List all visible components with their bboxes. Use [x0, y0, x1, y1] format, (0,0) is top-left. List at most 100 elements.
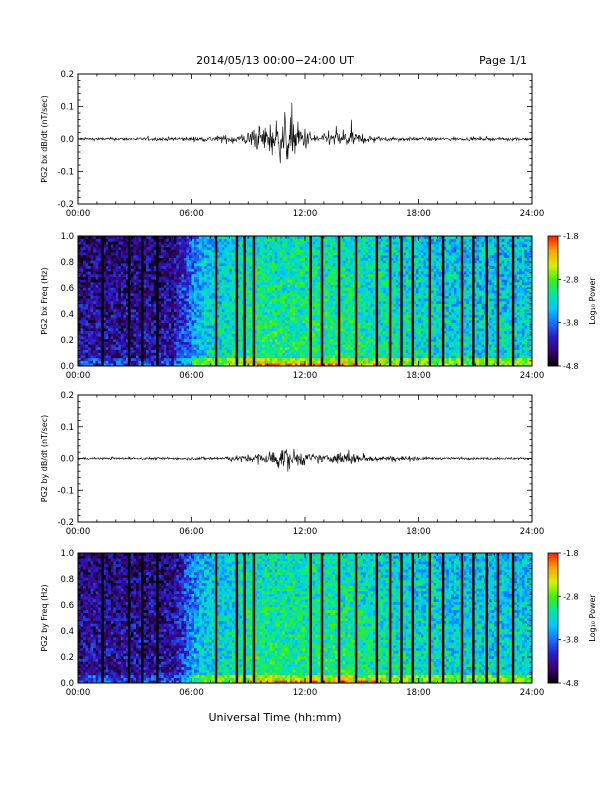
heatmap-cell — [275, 304, 278, 307]
heatmap-cell — [318, 298, 321, 301]
heatmap-cell — [250, 355, 253, 358]
heatmap-cell — [325, 334, 328, 337]
heatmap-cell — [224, 339, 227, 342]
heatmap-cell — [305, 263, 308, 266]
heatmap-cell — [328, 306, 331, 309]
heatmap-cell — [151, 279, 154, 282]
heatmap-cell — [300, 315, 303, 318]
heatmap-cell — [151, 315, 154, 318]
heatmap-cell — [229, 328, 232, 331]
heatmap-cell — [154, 296, 157, 299]
heatmap-cell — [197, 306, 200, 309]
heatmap-cell — [166, 352, 169, 355]
heatmap-cell — [257, 328, 260, 331]
heatmap-cell — [151, 266, 154, 269]
heatmap-cell — [302, 304, 305, 307]
heatmap-cell — [154, 344, 157, 347]
heatmap-cell — [260, 293, 263, 296]
heatmap-cell — [149, 325, 152, 328]
heatmap-cell — [209, 325, 212, 328]
heatmap-cell — [297, 279, 300, 282]
heatmap-cell — [212, 282, 215, 285]
heatmap-cell — [260, 355, 263, 358]
heatmap-cell — [197, 323, 200, 326]
heatmap-cell — [285, 339, 288, 342]
heatmap-cell — [86, 301, 89, 304]
heatmap-cell — [267, 331, 270, 334]
heatmap-cell — [113, 287, 116, 290]
heatmap-cell — [86, 317, 89, 320]
heatmap-cell — [83, 277, 86, 280]
heatmap-cell — [116, 334, 119, 337]
heatmap-cell — [257, 352, 260, 355]
heatmap-cell — [169, 331, 172, 334]
heatmap-cell — [118, 258, 121, 261]
heatmap-cell — [328, 239, 331, 242]
heatmap-cell — [139, 269, 142, 272]
heatmap-cell — [250, 247, 253, 250]
heatmap-cell — [270, 258, 273, 261]
heatmap-cell — [224, 312, 227, 315]
heatmap-cell — [212, 285, 215, 288]
heatmap-cell — [179, 285, 182, 288]
heatmap-cell — [207, 336, 210, 339]
heatmap-cell — [313, 309, 316, 312]
heatmap-cell — [159, 325, 162, 328]
heatmap-cell — [186, 239, 189, 242]
heatmap-cell — [290, 347, 293, 350]
heatmap-cell — [290, 301, 293, 304]
heatmap-cell — [212, 293, 215, 296]
heatmap-cell — [297, 342, 300, 345]
heatmap-cell — [123, 352, 126, 355]
heatmap-cell — [192, 282, 195, 285]
heatmap-cell — [81, 269, 84, 272]
heatmap-cell — [174, 315, 177, 318]
heatmap-cell — [285, 306, 288, 309]
heatmap-cell — [118, 274, 121, 277]
heatmap-cell — [133, 342, 136, 345]
heatmap-cell — [260, 315, 263, 318]
heatmap-cell — [159, 358, 162, 361]
heatmap-cell — [118, 285, 121, 288]
heatmap-cell — [179, 334, 182, 337]
heatmap-cell — [267, 298, 270, 301]
heatmap-cell — [315, 317, 318, 320]
heatmap-cell — [227, 296, 230, 299]
heatmap-cell — [164, 315, 167, 318]
heatmap-cell — [118, 244, 121, 247]
heatmap-cell — [318, 317, 321, 320]
heatmap-cell — [297, 352, 300, 355]
heatmap-cell — [93, 247, 96, 250]
heatmap-cell — [106, 336, 109, 339]
heatmap-cell — [227, 304, 230, 307]
heatmap-cell — [219, 296, 222, 299]
heatmap-cell — [282, 317, 285, 320]
heatmap-cell — [212, 323, 215, 326]
heatmap-cell — [197, 304, 200, 307]
heatmap-cell — [292, 347, 295, 350]
heatmap-cell — [219, 325, 222, 328]
heatmap-cell — [285, 312, 288, 315]
heatmap-cell — [260, 309, 263, 312]
heatmap-cell — [194, 239, 197, 242]
heatmap-cell — [318, 336, 321, 339]
heatmap-cell — [212, 339, 215, 342]
heatmap-cell — [330, 290, 333, 293]
heatmap-cell — [247, 352, 250, 355]
heatmap-cell — [118, 296, 121, 299]
heatmap-cell — [81, 320, 84, 323]
heatmap-cell — [297, 331, 300, 334]
heatmap-cell — [86, 271, 89, 274]
heatmap-cell — [232, 309, 235, 312]
heatmap-cell — [139, 239, 142, 242]
heatmap-cell — [146, 350, 149, 353]
heatmap-cell — [133, 331, 136, 334]
heatmap-cell — [227, 250, 230, 253]
heatmap-cell — [239, 252, 242, 255]
heatmap-cell — [96, 301, 99, 304]
y-tick-label: -0.1 — [57, 168, 74, 178]
heatmap-cell — [174, 274, 177, 277]
heatmap-cell — [116, 317, 119, 320]
heatmap-cell — [330, 312, 333, 315]
